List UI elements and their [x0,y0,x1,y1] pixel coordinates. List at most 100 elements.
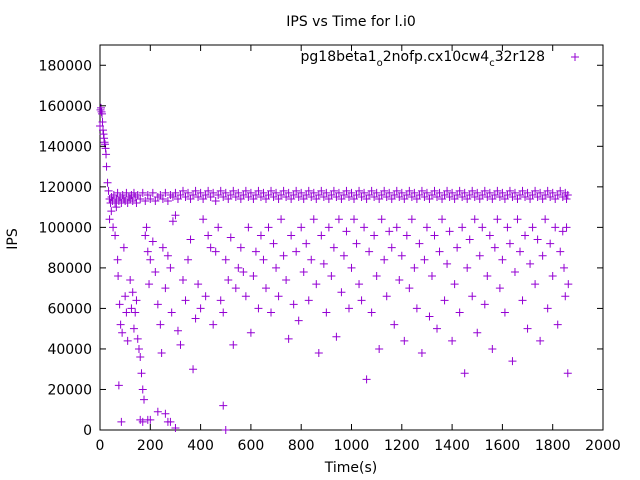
data-point [299,267,308,276]
data-point [560,263,569,272]
data-point [98,109,107,118]
data-point [438,215,447,224]
data-point [186,195,195,203]
data-point [405,186,414,195]
data-point [123,336,132,345]
data-point [219,308,228,317]
data-point [282,276,291,285]
data-point [448,336,457,345]
data-point [314,349,323,357]
data-point [96,105,105,114]
data-point [327,190,336,199]
data-point [128,197,137,206]
x-tick-label: 1200 [384,438,420,454]
data-point [284,188,293,197]
data-point [191,314,200,323]
data-point [269,239,278,248]
data-point [425,195,434,203]
data-point [163,197,172,206]
data-point [410,188,419,197]
data-point [171,211,180,220]
data-point [562,195,571,203]
data-point [546,239,555,248]
x-tick-label: 1400 [434,438,470,454]
data-point [382,292,391,301]
data-point [521,192,530,201]
data-point [256,231,265,240]
data-point [319,259,328,268]
legend-marker-symbol [571,53,579,61]
data-point [105,215,114,224]
data-point [438,195,447,203]
data-point [224,195,233,203]
data-point [199,195,208,203]
data-point [148,237,157,246]
data-point [468,292,477,301]
data-point [279,186,288,195]
data-point [246,188,255,197]
data-point [256,192,265,201]
data-point [267,308,276,317]
data-point [141,231,150,240]
data-point [513,215,522,224]
data-point [176,190,185,199]
data-point [304,186,313,195]
data-point [483,192,492,201]
data-point [518,186,527,195]
data-point [211,197,220,206]
data-point [122,308,131,317]
data-point [329,243,338,252]
data-point [392,223,401,232]
data-point [132,199,141,208]
data-point [556,247,565,256]
data-point [448,188,457,197]
data-point [453,190,462,199]
data-point [186,235,195,244]
data-point [355,186,364,195]
data-point [450,280,459,289]
data-point [417,349,426,357]
data-point [194,192,203,201]
data-point [397,251,406,260]
data-point [523,188,532,197]
data-point [196,188,205,197]
data-point [116,320,125,329]
data-point [117,417,126,426]
data-point [485,188,494,197]
data-point [146,415,155,424]
data-point [142,223,151,232]
x-tick-label: 2000 [585,438,621,454]
data-point [541,190,550,199]
data-point [493,215,502,224]
data-point [114,381,123,390]
data-point [546,192,555,201]
data-point [360,188,369,197]
data-point [158,195,167,203]
data-point [480,300,489,309]
data-point [533,235,542,244]
data-point [337,288,346,297]
data-point [334,188,343,197]
data-point [503,190,512,199]
data-point [460,369,469,378]
data-point [254,304,263,313]
data-point [526,195,535,203]
y-tick-label: 40000 [47,342,92,358]
data-point [500,195,509,203]
data-point [523,324,532,333]
data-point [168,192,177,201]
y-tick-label: 60000 [47,301,92,317]
data-point [109,190,118,199]
data-point [553,190,562,199]
data-point [387,243,396,252]
data-point [289,300,298,309]
x-tick-label: 1600 [485,438,521,454]
data-point [104,186,113,195]
y-axis-label: IPS [5,228,21,250]
data-point [422,188,431,197]
y-tick-label: 0 [83,423,92,439]
data-point [556,186,565,195]
y-tick-label: 180000 [39,58,92,74]
data-point [292,186,301,195]
data-point [140,395,149,404]
